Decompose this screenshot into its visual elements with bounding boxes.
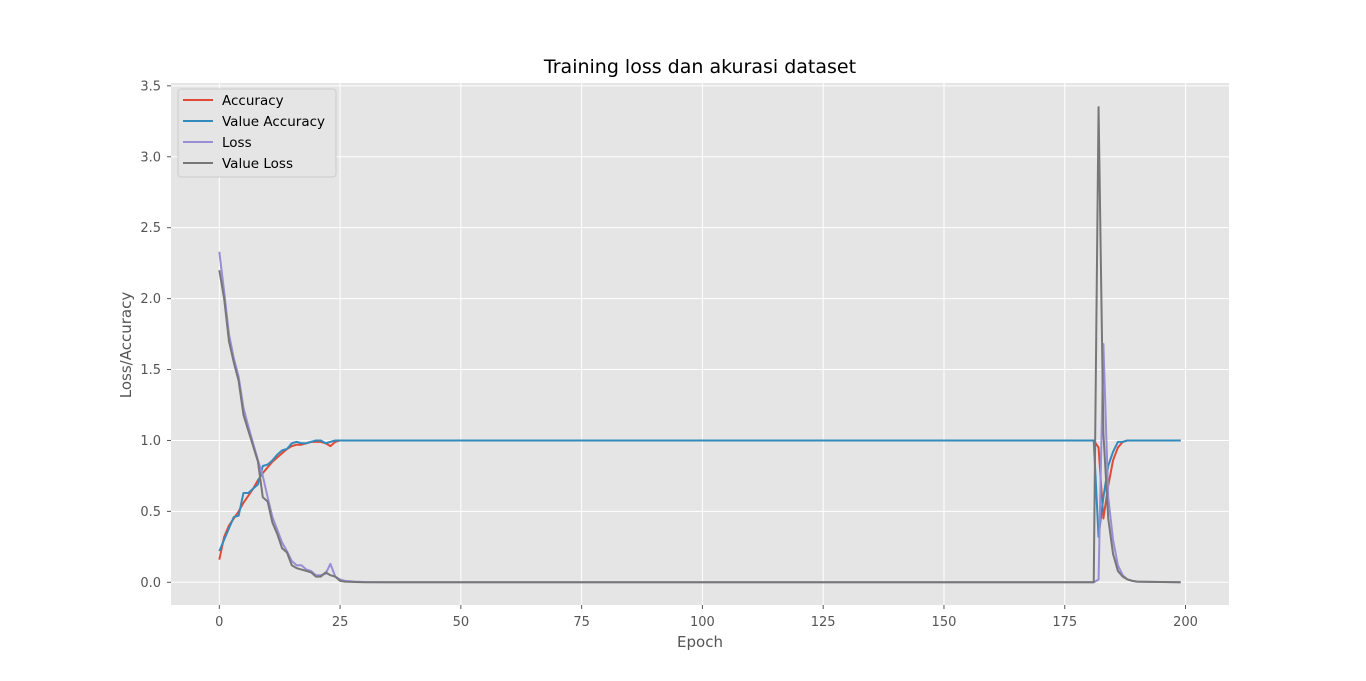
y-tick-label: 2.5 [140,221,161,236]
y-tick-label: 3.5 [140,79,161,94]
x-tick-label: 150 [932,615,957,630]
chart-title: Training loss dan akurasi dataset [543,56,856,78]
ticks: 0 25 50 75 100 125 150 175 200 0.0 0.5 1.0 1.5 2.0 2.5… [140,79,1198,630]
x-tick-label: 50 [453,615,470,630]
y-tick-label: 3.0 [140,150,161,165]
y-tick-label: 1.5 [140,363,161,378]
y-tick-label: 1.0 [140,434,161,449]
y-tick-label: 2.0 [140,292,161,307]
x-tick-label: 100 [690,615,715,630]
x-tick-label: 75 [573,615,590,630]
x-axis-label: Epoch [677,633,723,651]
x-tick-label: 200 [1173,615,1198,630]
x-tick-label: 0 [215,615,223,630]
series-line-value-loss [218,106,1181,584]
legend-box [177,88,337,178]
series-lines [218,106,1181,584]
y-tick-label: 0.0 [140,576,161,591]
legend-label-loss: Loss [222,135,252,151]
x-tick-label: 175 [1052,615,1077,630]
x-tick-label: 125 [811,615,836,630]
legend: Accuracy Value Accuracy Loss Value Loss [177,88,337,178]
legend-label-value-accuracy: Value Accuracy [222,114,325,130]
y-tick-label: 0.5 [140,505,161,520]
series-line-value-accuracy [218,439,1181,552]
y-axis-label: Loss/Accuracy [117,292,135,399]
plot-background [171,83,1229,605]
legend-label-accuracy: Accuracy [222,93,284,109]
legend-label-value-loss: Value Loss [222,156,293,172]
x-tick-label: 25 [332,615,349,630]
